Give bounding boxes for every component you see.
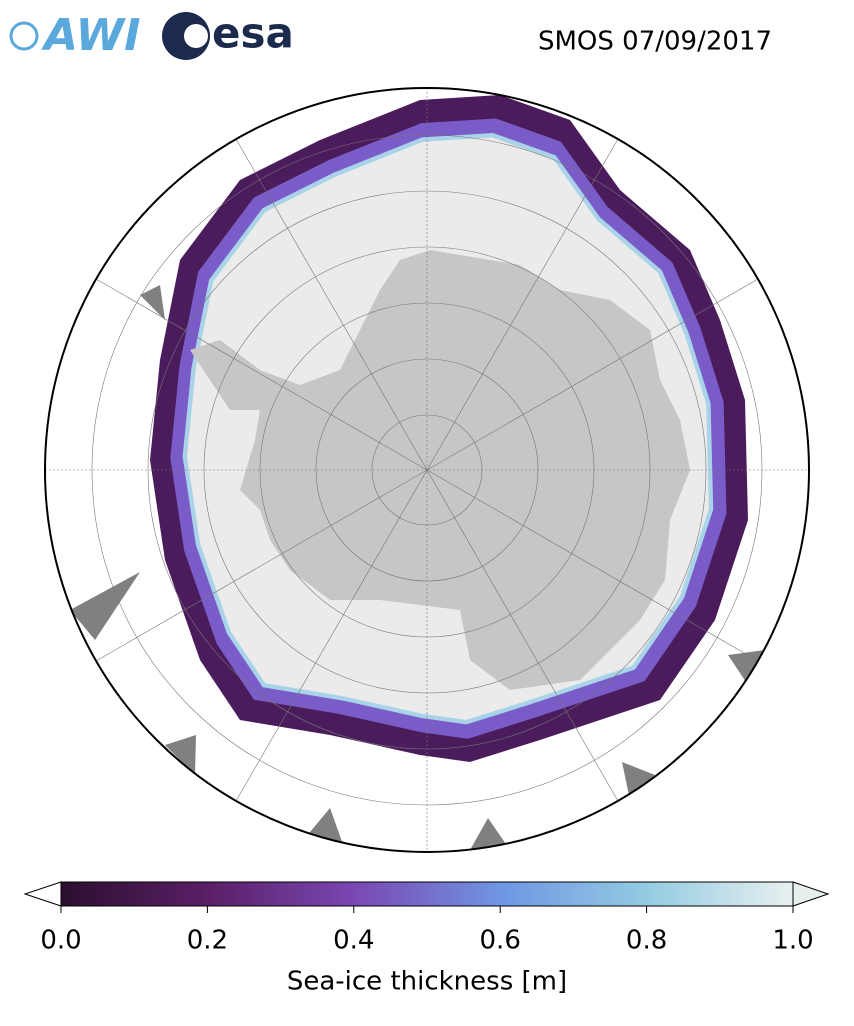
- colorbar-tick-label: 0.8: [626, 926, 667, 956]
- awi-logo-text: AWI: [41, 10, 141, 61]
- colorbar-label: Sea-ice thickness [m]: [287, 967, 567, 997]
- awi-logo: AWI: [9, 10, 141, 61]
- esa-logo-text: esa: [212, 9, 294, 58]
- title: SMOS 07/09/2017: [538, 27, 772, 57]
- esa-logo: esa: [162, 9, 294, 60]
- colorbar: Sea-ice thickness [m] 0.0 0.2 0.4 0.6 0.8 1.0: [23, 881, 830, 997]
- missing-data: [70, 285, 765, 850]
- graticule: [45, 88, 809, 852]
- colorbar-tick-label: 0.4: [333, 926, 374, 956]
- map-frame: [44, 87, 810, 853]
- map: [45, 88, 809, 852]
- colorbar-under: [23, 881, 62, 907]
- colorbar-tick-label: 0.0: [40, 926, 81, 956]
- colorbar-over: [792, 881, 830, 907]
- colorbar-tick-label: 0.6: [480, 926, 521, 956]
- colorbar-tick-label: 1.0: [772, 926, 813, 956]
- colorbar-gradient: [60, 881, 794, 907]
- colorbar-tick-label: 0.2: [187, 926, 228, 956]
- antarctica: [190, 250, 690, 690]
